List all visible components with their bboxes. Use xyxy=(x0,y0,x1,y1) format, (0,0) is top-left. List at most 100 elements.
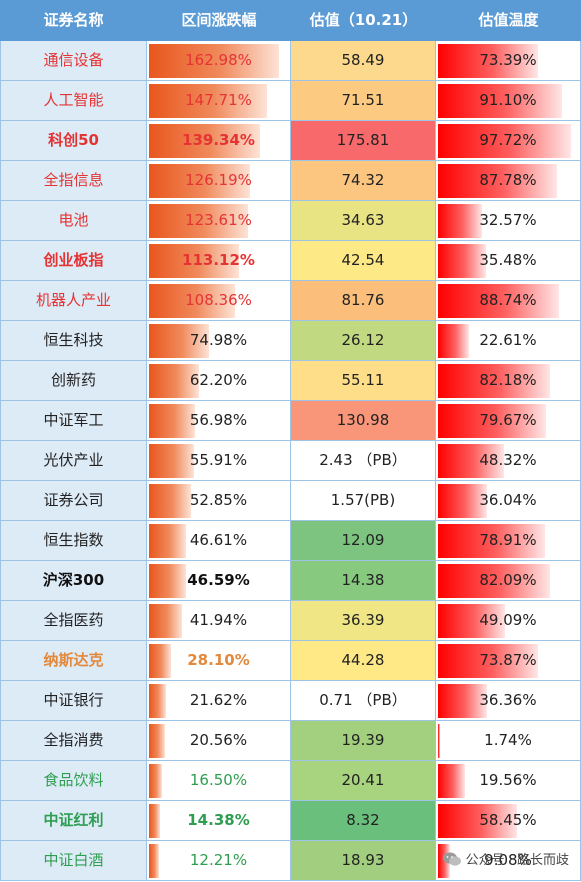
temperature-bar xyxy=(438,164,558,198)
temperature-bar xyxy=(438,804,518,838)
temperature-bar xyxy=(438,444,504,478)
security-name: 光伏产业 xyxy=(0,441,147,481)
gain-cell: 21.62% xyxy=(147,681,291,721)
temperature-bar xyxy=(438,404,547,438)
header-temp: 估值温度 xyxy=(478,11,539,29)
temperature-bar xyxy=(438,44,538,78)
gain-value: 139.34% xyxy=(182,131,255,149)
header-pe: 估值（10.21） xyxy=(309,11,418,29)
temperature-value: 19.56% xyxy=(479,771,537,789)
temperature-value: 79.67% xyxy=(479,411,537,429)
gain-value: 20.56% xyxy=(189,731,248,749)
security-name: 恒生指数 xyxy=(0,521,147,561)
temperature-cell: 22.61% xyxy=(436,321,581,361)
pe-value: 58.49 xyxy=(291,41,436,81)
table-row: 电池 123.61% 34.63 32.57% xyxy=(0,201,581,241)
temperature-value: 88.74% xyxy=(479,291,537,309)
gain-bar xyxy=(149,524,187,558)
temperature-value: 36.04% xyxy=(479,491,537,509)
pe-value: 12.09 xyxy=(291,521,436,561)
temperature-cell: 78.91% xyxy=(436,521,581,561)
temperature-value: 1.74% xyxy=(484,731,532,749)
temperature-cell: 58.45% xyxy=(436,801,581,841)
temperature-value: 9.08% xyxy=(484,851,532,869)
temperature-bar xyxy=(438,764,465,798)
gain-cell: 123.61% xyxy=(147,201,291,241)
temperature-cell: 87.78% xyxy=(436,161,581,201)
temperature-bar xyxy=(438,124,571,158)
temperature-cell: 82.18% xyxy=(436,361,581,401)
gain-cell: 52.85% xyxy=(147,481,291,521)
gain-bar xyxy=(149,724,166,758)
pe-value: 44.28 xyxy=(291,641,436,681)
gain-cell: 139.34% xyxy=(147,121,291,161)
gain-value: 147.71% xyxy=(185,91,252,109)
watermark: 公众号 · 路长而歧 xyxy=(442,849,569,868)
temperature-value: 91.10% xyxy=(479,91,537,109)
table-row: 恒生指数 46.61% 12.09 78.91% xyxy=(0,521,581,561)
gain-bar xyxy=(149,644,172,678)
table-row: 食品饮料 16.50% 20.41 19.56% xyxy=(0,761,581,801)
temperature-cell: 1.74% xyxy=(436,721,581,761)
pe-value: 19.39 xyxy=(291,721,436,761)
pe-value: 55.11 xyxy=(291,361,436,401)
security-name: 人工智能 xyxy=(0,81,147,121)
pe-value: 34.63 xyxy=(291,201,436,241)
temperature-cell: 19.56% xyxy=(436,761,581,801)
table-row: 中证白酒 12.21% 18.93 9.08% xyxy=(0,841,581,881)
gain-value: 21.62% xyxy=(189,691,248,709)
gain-cell: 46.59% xyxy=(147,561,291,601)
temperature-bar xyxy=(438,724,441,758)
gain-cell: 108.36% xyxy=(147,281,291,321)
gain-bar xyxy=(149,444,194,478)
pe-value: 2.43 （PB） xyxy=(291,441,436,481)
temperature-bar xyxy=(438,204,483,238)
security-name: 通信设备 xyxy=(0,41,147,81)
table-row: 机器人产业 108.36% 81.76 88.74% xyxy=(0,281,581,321)
watermark-text: 公众号 · 路长而歧 xyxy=(465,853,569,868)
pe-value: 8.32 xyxy=(291,801,436,841)
temperature-cell: 79.67% xyxy=(436,401,581,441)
temperature-value: 73.87% xyxy=(479,651,537,669)
gain-bar xyxy=(149,204,248,238)
table-row: 沪深300 46.59% 14.38 82.09% xyxy=(0,561,581,601)
table-row: 光伏产业 55.91% 2.43 （PB） 48.32% xyxy=(0,441,581,481)
pe-value: 130.98 xyxy=(291,401,436,441)
security-name: 证券公司 xyxy=(0,481,147,521)
gain-cell: 46.61% xyxy=(147,521,291,561)
gain-value: 74.98% xyxy=(189,331,248,349)
temperature-value: 49.09% xyxy=(479,611,537,629)
security-name: 机器人产业 xyxy=(0,281,147,321)
gain-bar xyxy=(149,44,279,78)
table-row: 通信设备 162.98% 58.49 73.39% xyxy=(0,41,581,81)
temperature-bar xyxy=(438,244,487,278)
gain-value: 46.61% xyxy=(189,531,248,549)
temperature-cell: 48.32% xyxy=(436,441,581,481)
temperature-value: 36.36% xyxy=(479,691,537,709)
gain-cell: 16.50% xyxy=(147,761,291,801)
table-row: 中证银行 21.62% 0.71 （PB） 36.36% xyxy=(0,681,581,721)
security-name: 电池 xyxy=(0,201,147,241)
pe-value: 0.71 （PB） xyxy=(291,681,436,721)
temperature-value: 48.32% xyxy=(479,451,537,469)
gain-value: 16.50% xyxy=(189,771,248,789)
table-row: 科创50 139.34% 175.81 97.72% xyxy=(0,121,581,161)
gain-cell: 113.12% xyxy=(147,241,291,281)
header-name: 证券名称 xyxy=(43,11,104,29)
temperature-bar xyxy=(438,324,469,358)
table-row: 全指医药 41.94% 36.39 49.09% xyxy=(0,601,581,641)
security-name: 纳斯达克 xyxy=(0,641,147,681)
gain-cell: 20.56% xyxy=(147,721,291,761)
security-name: 全指信息 xyxy=(0,161,147,201)
gain-value: 41.94% xyxy=(189,611,248,629)
temperature-value: 73.39% xyxy=(479,51,537,69)
temperature-cell: 88.74% xyxy=(436,281,581,321)
gain-bar xyxy=(149,324,209,358)
temperature-value: 78.91% xyxy=(479,531,537,549)
gain-cell: 56.98% xyxy=(147,401,291,441)
temperature-value: 58.45% xyxy=(479,811,537,829)
temperature-cell: 32.57% xyxy=(436,201,581,241)
temperature-value: 82.09% xyxy=(479,571,537,589)
table-row: 人工智能 147.71% 71.51 91.10% xyxy=(0,81,581,121)
gain-value: 55.91% xyxy=(189,451,248,469)
